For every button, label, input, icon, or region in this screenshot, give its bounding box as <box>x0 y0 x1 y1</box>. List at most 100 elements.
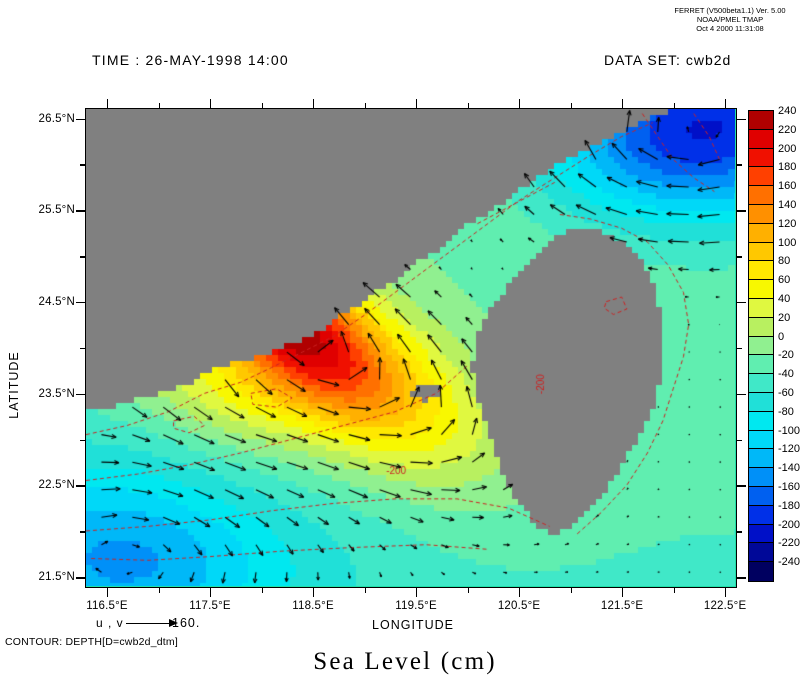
colorbar-swatch <box>749 524 773 544</box>
colorbar-swatch <box>749 449 773 469</box>
x-tick-label: 119.5°E <box>395 600 437 612</box>
vector-key-label: u , v <box>96 616 124 630</box>
colorbar-swatch <box>749 355 773 375</box>
x-tick-label: 120.5°E <box>497 600 541 612</box>
colorbar-swatch <box>749 392 773 412</box>
y-tick-label: 23.5°N <box>38 387 75 400</box>
x-tick <box>210 588 212 597</box>
colorbar-tick-label: 20 <box>778 311 791 324</box>
ferret-version: FERRET (V500beta1.1) Ver. 5.00 <box>674 6 786 15</box>
colorbar-swatch <box>749 374 773 393</box>
x-tick <box>622 99 624 108</box>
colorbar-tick-label: 200 <box>778 142 797 155</box>
page-title: Sea Level (cm) <box>313 648 497 675</box>
y-tick <box>76 485 85 487</box>
y-tick <box>737 577 746 579</box>
x-tick <box>107 99 109 108</box>
x-tick <box>210 99 212 108</box>
y-tick <box>737 531 742 533</box>
y-tick <box>737 439 742 442</box>
y-axis-title: LATITUDE <box>7 351 21 419</box>
colorbar-tick-label: 60 <box>778 274 791 287</box>
colorbar-tick-label: -220 <box>778 537 801 550</box>
x-tick <box>467 588 469 593</box>
colorbar-tick-label: 0 <box>778 330 785 343</box>
y-tick <box>80 256 85 258</box>
x-tick <box>107 588 109 597</box>
x-tick <box>467 103 469 108</box>
colorbar-tick-label: -120 <box>778 443 801 456</box>
x-tick <box>416 99 418 108</box>
x-tick <box>261 588 263 593</box>
y-tick <box>737 393 746 396</box>
colorbar-swatch <box>749 148 773 168</box>
x-tick <box>158 588 160 593</box>
colorbar-tick-label: 180 <box>778 161 797 174</box>
colorbar-tick-label: 40 <box>778 293 791 305</box>
x-tick <box>313 99 315 108</box>
y-tick <box>737 485 746 487</box>
y-tick <box>80 439 85 442</box>
x-tick <box>725 99 727 108</box>
x-tick <box>673 103 675 108</box>
y-tick <box>737 302 746 304</box>
colorbar-swatch <box>749 505 773 525</box>
x-tick <box>570 103 572 108</box>
colorbar-swatch <box>749 486 773 506</box>
y-tick <box>80 347 85 350</box>
colorbar-tick-label: 100 <box>778 236 797 249</box>
x-tick-label: 116.5°E <box>86 600 128 612</box>
colorbar-tick-label: -160 <box>778 481 801 493</box>
x-tick <box>570 588 572 593</box>
colorbar-tick-label: 120 <box>778 217 797 230</box>
colorbar-tick-label: 140 <box>778 199 797 211</box>
ferret-institution: NOAA/PMEL TMAP <box>696 15 764 24</box>
colorbar-swatch <box>749 167 773 187</box>
x-axis-title: LONGITUDE <box>372 618 454 632</box>
colorbar-tick-label: -60 <box>778 387 794 399</box>
colorbar-tick-label: 240 <box>778 105 797 117</box>
y-tick <box>737 210 746 212</box>
colorbar-swatch <box>749 186 773 205</box>
colorbar-tick-label: -180 <box>778 499 801 512</box>
arrow-right-icon <box>125 618 178 628</box>
x-tick <box>364 103 366 108</box>
colorbar-swatch <box>749 242 773 262</box>
ferret-credits: FERRET (V500beta1.1) Ver. 5.00 NOAA/PMEL… <box>655 6 805 33</box>
x-tick-label: 117.5°E <box>189 600 231 612</box>
colorbar-swatch <box>749 111 773 130</box>
colorbar-swatch <box>749 223 773 243</box>
map-plot-area[interactable] <box>85 108 737 588</box>
colorbar-tick-label: 160 <box>778 180 797 193</box>
x-tick <box>261 103 263 108</box>
vector-key: u , v <box>96 616 178 630</box>
time-label: TIME : 26-MAY-1998 14:00 <box>92 52 289 68</box>
y-tick <box>737 164 742 166</box>
y-tick-label: 24.5°N <box>38 296 75 309</box>
y-tick <box>76 302 85 304</box>
y-tick <box>80 531 85 533</box>
y-tick-label: 21.5°N <box>38 571 75 584</box>
colorbar[interactable] <box>748 110 774 582</box>
colorbar-tick-label: -100 <box>778 424 801 437</box>
x-tick <box>519 588 521 597</box>
y-tick <box>76 393 85 396</box>
x-tick-label: 122.5°E <box>703 600 747 612</box>
colorbar-swatch <box>749 204 773 224</box>
colorbar-tick-label: -240 <box>778 556 801 569</box>
colorbar-swatch <box>749 562 773 581</box>
colorbar-swatch <box>749 468 773 487</box>
y-tick-label: 26.5°N <box>38 112 75 125</box>
colorbar-swatch <box>749 261 773 281</box>
y-tick-label: 22.5°N <box>38 479 75 492</box>
colorbar-swatch <box>749 411 773 431</box>
y-tick <box>737 118 746 120</box>
x-tick-label: 121.5°E <box>600 600 644 612</box>
x-tick <box>416 588 418 597</box>
colorbar-swatch <box>749 317 773 337</box>
colorbar-tick-label: -40 <box>778 368 794 381</box>
colorbar-tick-label: -200 <box>778 518 801 531</box>
colorbar-tick-label: -140 <box>778 462 801 475</box>
colorbar-swatch <box>749 336 773 356</box>
x-tick <box>364 588 366 593</box>
